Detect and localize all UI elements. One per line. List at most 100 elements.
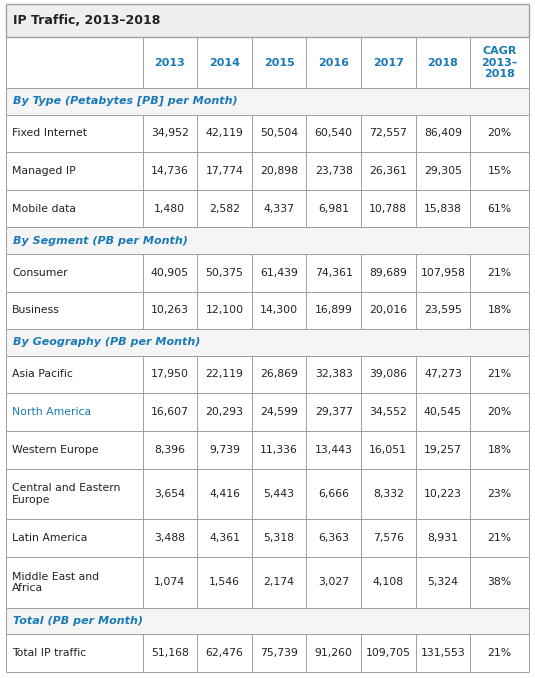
Bar: [6, 356, 529, 393]
Bar: [6, 190, 529, 227]
Text: 18%: 18%: [487, 305, 511, 315]
Text: 72,557: 72,557: [369, 128, 407, 138]
Text: 3,027: 3,027: [318, 578, 349, 587]
Text: By Segment (PB per Month): By Segment (PB per Month): [13, 236, 188, 245]
Text: IP Traffic, 2013–2018: IP Traffic, 2013–2018: [13, 14, 160, 27]
Bar: [6, 557, 529, 608]
Text: 8,931: 8,931: [427, 533, 458, 543]
Text: 34,952: 34,952: [151, 128, 189, 138]
Text: 38%: 38%: [487, 578, 511, 587]
Bar: [6, 292, 529, 329]
Text: North America: North America: [12, 407, 91, 417]
Text: 50,375: 50,375: [205, 268, 243, 278]
Text: 2015: 2015: [264, 58, 294, 68]
Text: 109,705: 109,705: [366, 648, 411, 658]
Text: 6,666: 6,666: [318, 489, 349, 499]
Bar: [6, 329, 529, 356]
Text: 21%: 21%: [487, 268, 511, 278]
Text: 7,576: 7,576: [373, 533, 404, 543]
Text: 74,361: 74,361: [315, 268, 353, 278]
Text: By Type (Petabytes [PB] per Month): By Type (Petabytes [PB] per Month): [13, 96, 238, 106]
Text: 20,898: 20,898: [260, 166, 298, 176]
Text: Business: Business: [12, 305, 60, 315]
Text: 10,263: 10,263: [151, 305, 189, 315]
Text: 15,838: 15,838: [424, 203, 462, 214]
Text: 2,582: 2,582: [209, 203, 240, 214]
Text: 21%: 21%: [487, 533, 511, 543]
Text: 8,332: 8,332: [373, 489, 404, 499]
Text: CAGR
2013–
2018: CAGR 2013– 2018: [482, 46, 518, 79]
Text: 17,950: 17,950: [151, 370, 189, 380]
Text: 61,439: 61,439: [260, 268, 298, 278]
Text: 23%: 23%: [487, 489, 511, 499]
Bar: [6, 635, 529, 672]
Text: 4,416: 4,416: [209, 489, 240, 499]
Text: 89,689: 89,689: [369, 268, 407, 278]
Text: 14,736: 14,736: [151, 166, 189, 176]
Bar: [6, 431, 529, 468]
Text: 21%: 21%: [487, 370, 511, 380]
Text: 29,377: 29,377: [315, 407, 353, 417]
Text: 40,905: 40,905: [151, 268, 189, 278]
Text: 29,305: 29,305: [424, 166, 462, 176]
Text: 86,409: 86,409: [424, 128, 462, 138]
Bar: [6, 227, 529, 254]
Text: 20,293: 20,293: [205, 407, 243, 417]
Text: 61%: 61%: [487, 203, 511, 214]
Text: 4,337: 4,337: [264, 203, 295, 214]
Text: 10,223: 10,223: [424, 489, 462, 499]
Text: 32,383: 32,383: [315, 370, 353, 380]
Text: 22,119: 22,119: [205, 370, 243, 380]
Text: 20,016: 20,016: [369, 305, 407, 315]
Text: Middle East and
Africa: Middle East and Africa: [12, 572, 99, 593]
Text: 2014: 2014: [209, 58, 240, 68]
Text: 39,086: 39,086: [369, 370, 407, 380]
Text: 47,273: 47,273: [424, 370, 462, 380]
Text: 14,300: 14,300: [260, 305, 298, 315]
Text: 1,480: 1,480: [154, 203, 186, 214]
Text: 3,654: 3,654: [154, 489, 185, 499]
Text: 1,546: 1,546: [209, 578, 240, 587]
Text: Consumer: Consumer: [12, 268, 67, 278]
Bar: [6, 4, 529, 37]
Text: Total (PB per Month): Total (PB per Month): [13, 616, 143, 626]
Text: Central and Eastern
Europe: Central and Eastern Europe: [12, 483, 120, 504]
Bar: [6, 608, 529, 635]
Text: 42,119: 42,119: [205, 128, 243, 138]
Text: 75,739: 75,739: [260, 648, 298, 658]
Text: By Geography (PB per Month): By Geography (PB per Month): [13, 338, 201, 347]
Text: Western Europe: Western Europe: [12, 445, 98, 455]
Text: 18%: 18%: [487, 445, 511, 455]
Text: 17,774: 17,774: [205, 166, 243, 176]
Text: 5,443: 5,443: [264, 489, 295, 499]
Text: Latin America: Latin America: [12, 533, 87, 543]
Bar: [6, 393, 529, 431]
Text: 5,318: 5,318: [264, 533, 295, 543]
Text: 13,443: 13,443: [315, 445, 353, 455]
Text: Fixed Internet: Fixed Internet: [12, 128, 87, 138]
Text: 2017: 2017: [373, 58, 404, 68]
Text: 19,257: 19,257: [424, 445, 462, 455]
Bar: [6, 468, 529, 519]
Text: 4,361: 4,361: [209, 533, 240, 543]
Text: 51,168: 51,168: [151, 648, 189, 658]
Text: 91,260: 91,260: [315, 648, 353, 658]
Text: 50,504: 50,504: [260, 128, 298, 138]
Text: 40,545: 40,545: [424, 407, 462, 417]
Text: 6,363: 6,363: [318, 533, 349, 543]
Text: 21%: 21%: [487, 648, 511, 658]
Text: 2016: 2016: [318, 58, 349, 68]
Text: 1,074: 1,074: [154, 578, 186, 587]
Bar: [6, 115, 529, 152]
Text: 4,108: 4,108: [373, 578, 404, 587]
Bar: [6, 519, 529, 557]
Text: 16,607: 16,607: [151, 407, 189, 417]
Text: 26,361: 26,361: [369, 166, 407, 176]
Text: 26,869: 26,869: [260, 370, 298, 380]
Text: 62,476: 62,476: [205, 648, 243, 658]
Text: Asia Pacific: Asia Pacific: [12, 370, 73, 380]
Bar: [6, 88, 529, 115]
Text: 60,540: 60,540: [315, 128, 353, 138]
Text: 107,958: 107,958: [421, 268, 465, 278]
Text: 8,396: 8,396: [154, 445, 185, 455]
